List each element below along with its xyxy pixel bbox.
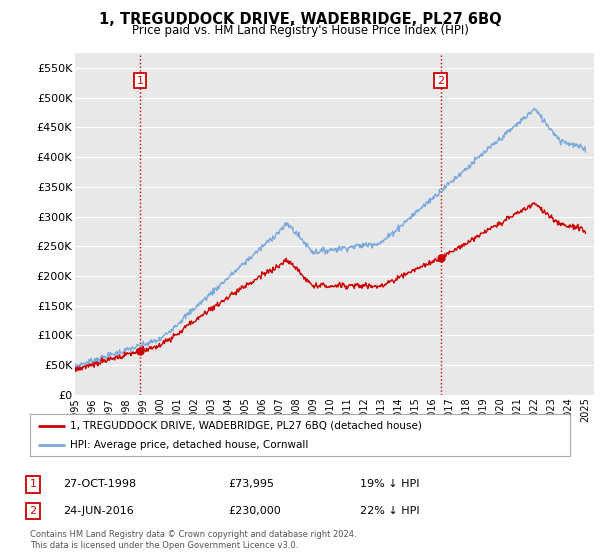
Text: 22% ↓ HPI: 22% ↓ HPI [360,506,419,516]
Text: 19% ↓ HPI: 19% ↓ HPI [360,479,419,489]
Text: £73,995: £73,995 [228,479,274,489]
Text: £230,000: £230,000 [228,506,281,516]
Text: 1: 1 [29,479,37,489]
Text: Price paid vs. HM Land Registry's House Price Index (HPI): Price paid vs. HM Land Registry's House … [131,24,469,36]
Text: 24-JUN-2016: 24-JUN-2016 [63,506,134,516]
Text: 27-OCT-1998: 27-OCT-1998 [63,479,136,489]
Text: 1, TREGUDDOCK DRIVE, WADEBRIDGE, PL27 6BQ: 1, TREGUDDOCK DRIVE, WADEBRIDGE, PL27 6B… [98,12,502,27]
Text: 1: 1 [137,76,143,86]
Text: 2: 2 [437,76,444,86]
Text: 1, TREGUDDOCK DRIVE, WADEBRIDGE, PL27 6BQ (detached house): 1, TREGUDDOCK DRIVE, WADEBRIDGE, PL27 6B… [71,421,422,431]
Text: This data is licensed under the Open Government Licence v3.0.: This data is licensed under the Open Gov… [30,541,298,550]
Text: 2: 2 [29,506,37,516]
Text: Contains HM Land Registry data © Crown copyright and database right 2024.: Contains HM Land Registry data © Crown c… [30,530,356,539]
Text: HPI: Average price, detached house, Cornwall: HPI: Average price, detached house, Corn… [71,440,309,450]
